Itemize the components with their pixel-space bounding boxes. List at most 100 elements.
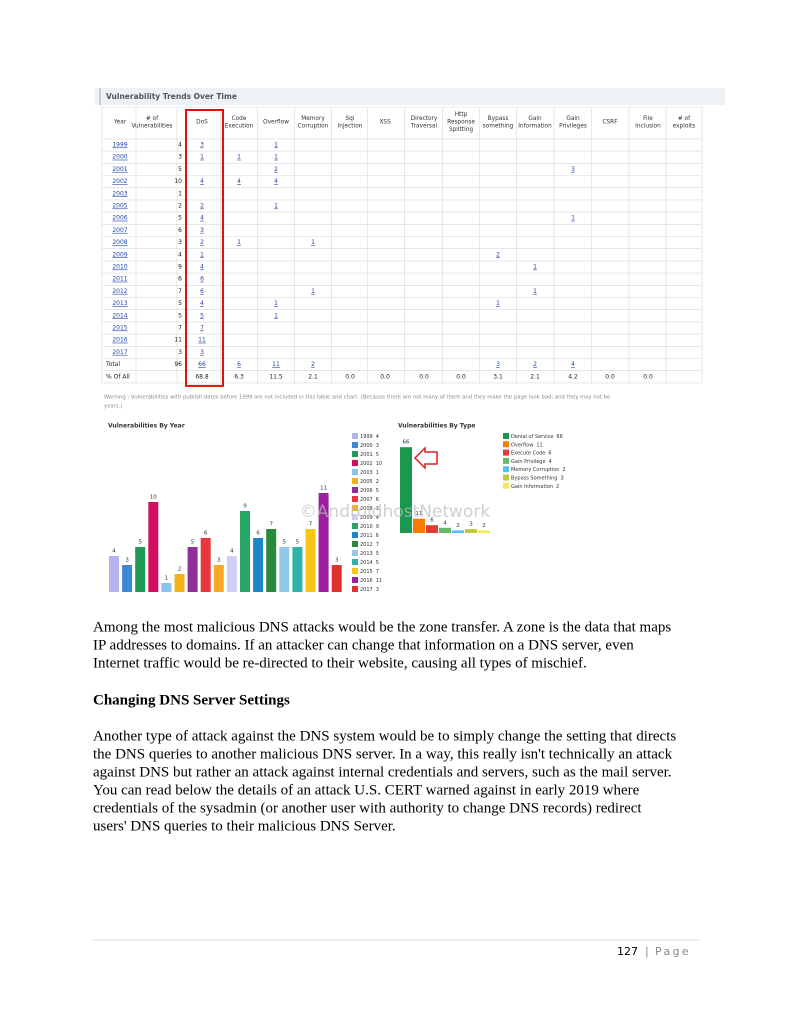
legend-category: Memory Corruption <box>511 467 559 473</box>
bar <box>187 547 198 592</box>
column-header: Response <box>447 120 475 126</box>
legend-value: 7 <box>376 569 379 575</box>
legend-category: 2013 <box>360 551 373 557</box>
bar-label: 5 <box>191 540 195 546</box>
legend-swatch <box>352 496 358 502</box>
legend-swatch <box>352 460 358 466</box>
table-cell: 3 <box>178 239 182 246</box>
table-cell: 3.1 <box>493 373 503 380</box>
body-line: credentials of the sysadmin (or another … <box>93 800 642 816</box>
table-cell: 5 <box>200 312 204 319</box>
legend-category: 2015 <box>360 569 373 575</box>
column-header: exploits <box>673 123 696 129</box>
legend-value: 9 <box>376 524 379 530</box>
row-label: 2015 <box>112 325 127 332</box>
table-cell: 1 <box>533 264 537 271</box>
bar <box>200 538 211 592</box>
table-cell: 6 <box>237 361 241 368</box>
table-cell: 1 <box>200 154 204 161</box>
table-cell: 1 <box>274 154 278 161</box>
legend-entry: 2007 6 <box>360 497 379 503</box>
legend-value: 4 <box>376 515 379 521</box>
table-cell: 10 <box>174 178 182 185</box>
legend-swatch <box>352 541 358 547</box>
legend-value: 4 <box>549 458 552 464</box>
legend-swatch <box>352 478 358 484</box>
table-cell: 7 <box>178 325 182 332</box>
legend-value: 11 <box>536 442 542 448</box>
page-number: 127 <box>617 945 638 958</box>
legend-value: 5 <box>376 560 379 566</box>
section-heading: Changing DNS Server Settings <box>93 692 290 708</box>
row-label: 2009 <box>112 251 127 258</box>
row-label: 1999 <box>112 142 127 149</box>
column-header: Year <box>113 120 127 126</box>
table-cell: 2 <box>178 203 182 210</box>
table-cell: 4 <box>200 178 204 185</box>
column-header: Privileges <box>559 123 587 129</box>
bar-label: 3 <box>469 522 473 528</box>
bar <box>240 511 250 592</box>
row-label: 2013 <box>112 300 127 307</box>
bar-label: 5 <box>296 540 300 546</box>
legend-swatch <box>352 487 358 493</box>
legend-category: Execute Code <box>511 450 545 456</box>
table-cell: 68.8 <box>195 373 209 380</box>
column-header: XSS <box>379 120 391 126</box>
table-cell: 4 <box>274 178 278 185</box>
table-cell: 2 <box>274 166 278 173</box>
table-cell: 4 <box>178 251 182 258</box>
table-cell: 1 <box>237 154 241 161</box>
table-cell: 1 <box>311 239 315 246</box>
legend-value: 5 <box>376 452 379 458</box>
table-cell: 6 <box>178 227 182 234</box>
legend-value: 2 <box>556 483 559 489</box>
legend-swatch <box>503 482 509 489</box>
table-cell: 2 <box>200 239 204 246</box>
bar <box>305 529 316 592</box>
bar-label: 1 <box>165 576 169 582</box>
legend-value: 2 <box>562 467 565 473</box>
legend-swatch <box>352 568 358 574</box>
legend-entry: 2009 4 <box>360 515 379 521</box>
legend-category: 2008 <box>360 506 373 512</box>
watermark: ©AndroidhostNetwork <box>300 502 491 522</box>
legend-value: 5 <box>376 488 379 494</box>
warning-text: Warning : Vulnerabilities with publish d… <box>104 395 610 401</box>
legend-value: 10 <box>376 461 382 467</box>
bar-label: 6 <box>204 531 208 537</box>
legend-value: 2 <box>376 479 379 485</box>
table-cell: 1 <box>496 300 500 307</box>
bar <box>331 565 342 592</box>
legend-category: 2016 <box>360 578 373 584</box>
body-line: against DNS but rather an attack against… <box>93 764 672 780</box>
legend-category: Bypass Something <box>511 475 557 481</box>
table-cell: 5 <box>178 312 182 319</box>
column-header: Traversal <box>410 123 438 129</box>
table-cell: 1 <box>311 288 315 295</box>
column-header: CSRF <box>602 120 617 126</box>
column-header: File <box>643 116 653 122</box>
row-label: % Of All <box>106 373 130 380</box>
column-header: Execution <box>225 123 254 129</box>
column-header: Overflow <box>263 120 289 126</box>
bar <box>266 529 277 592</box>
bar <box>148 502 159 592</box>
bar <box>226 556 237 592</box>
legend-entry: Execute Code 6 <box>511 450 552 456</box>
table-cell: 4 <box>200 264 204 271</box>
bar <box>135 547 146 592</box>
legend-category: 1999 <box>360 434 373 440</box>
column-header: # of <box>678 116 691 122</box>
pointer-arrow <box>413 446 438 470</box>
legend-category: Overflow <box>511 442 533 448</box>
footer-label: Page <box>655 945 691 958</box>
table-cell: 1 <box>200 251 204 258</box>
table-cell: 2 <box>311 361 315 368</box>
table-cell: 1 <box>274 300 278 307</box>
legend-swatch <box>352 586 358 592</box>
legend-value: 11 <box>376 578 382 584</box>
column-header: Corruption <box>298 123 329 129</box>
bar-label: 7 <box>269 522 273 528</box>
table-cell: 2 <box>496 251 500 258</box>
